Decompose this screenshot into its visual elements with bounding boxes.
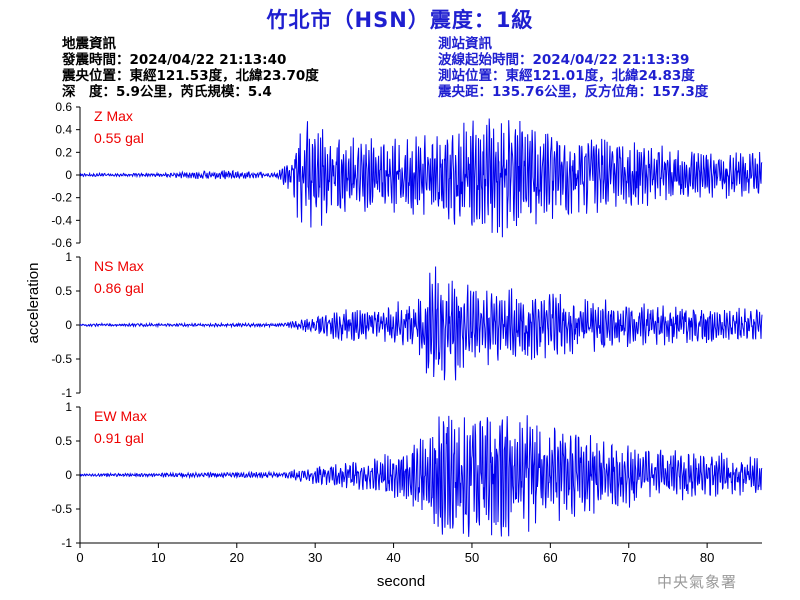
wave-start-time: 波線起始時間：2024/04/22 21:13:39 xyxy=(438,52,690,68)
y-axis-label: acceleration xyxy=(25,263,42,344)
waveform-z xyxy=(79,118,763,238)
max-label-z: Z Max xyxy=(94,108,133,124)
page-title: 竹北市（HSN）震度：1級 xyxy=(266,8,534,32)
station-info-heading: 測站資訊 xyxy=(438,36,492,52)
max-value-ew: 0.91 gal xyxy=(94,430,144,446)
y-tick-label: 1 xyxy=(65,250,72,264)
station-location: 測站位置：東經121.01度，北緯24.83度 xyxy=(438,68,695,84)
max-value-ns: 0.86 gal xyxy=(94,280,144,296)
y-tick-label: 0.4 xyxy=(55,123,72,137)
y-tick-label: -0.4 xyxy=(51,213,72,227)
y-tick-label: 0 xyxy=(65,318,72,332)
y-tick-label: 0.5 xyxy=(55,434,72,448)
x-tick-label: 30 xyxy=(308,550,322,565)
origin-time: 發震時間：2024/04/22 21:13:40 xyxy=(62,52,287,68)
x-tick-label: 20 xyxy=(230,550,244,565)
x-tick-label: 50 xyxy=(465,550,479,565)
epicenter-location: 震央位置：東經121.53度，北緯23.70度 xyxy=(62,68,319,84)
y-tick-label: -0.6 xyxy=(51,236,72,250)
x-tick-label: 70 xyxy=(622,550,636,565)
x-axis-label: second xyxy=(377,573,425,590)
y-tick-label: -1 xyxy=(61,386,72,400)
waveform-ns xyxy=(79,266,763,381)
x-tick-label: 60 xyxy=(543,550,557,565)
agency-watermark: 中央氣象署 xyxy=(657,573,738,591)
event-info-heading: 地震資訊 xyxy=(62,36,116,52)
y-tick-label: 0 xyxy=(65,168,72,182)
max-label-ns: NS Max xyxy=(94,258,144,274)
y-tick-label: 1 xyxy=(65,400,72,414)
y-tick-label: 0.2 xyxy=(55,145,72,159)
max-value-z: 0.55 gal xyxy=(94,130,144,146)
waveform-ew xyxy=(79,415,763,537)
y-tick-label: -0.5 xyxy=(51,502,72,516)
x-tick-label: 10 xyxy=(151,550,165,565)
y-tick-label: -0.5 xyxy=(51,352,72,366)
event-info-panel: 地震資訊 發震時間：2024/04/22 21:13:40 震央位置：東經121… xyxy=(62,36,319,100)
depth-magnitude: 深 度：5.9公里，芮氏規模：5.4 xyxy=(62,84,272,100)
y-tick-label: 0.5 xyxy=(55,284,72,298)
y-tick-label: 0.6 xyxy=(55,100,72,114)
x-tick-label: 80 xyxy=(700,550,714,565)
y-tick-label: -1 xyxy=(61,536,72,550)
max-label-ew: EW Max xyxy=(94,408,147,424)
y-tick-label: 0 xyxy=(65,468,72,482)
x-tick-label: 40 xyxy=(386,550,400,565)
epicentral-distance: 震央距：135.76公里，反方位角：157.3度 xyxy=(438,84,709,100)
y-tick-label: -0.2 xyxy=(51,191,72,205)
station-info-panel: 測站資訊 波線起始時間：2024/04/22 21:13:39 測站位置：東經1… xyxy=(438,36,708,100)
x-tick-label: 0 xyxy=(76,550,83,565)
